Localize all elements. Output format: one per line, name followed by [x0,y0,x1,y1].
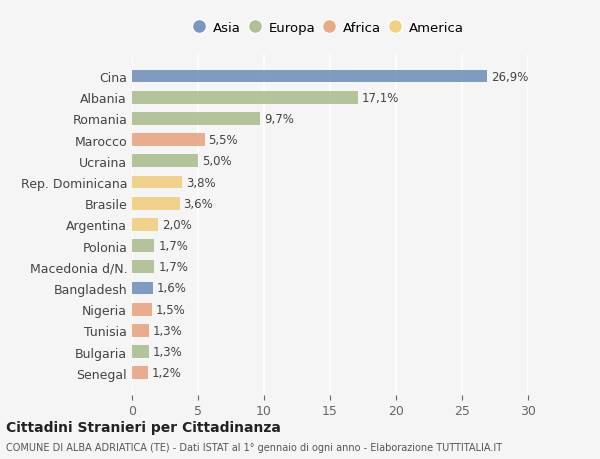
Text: 1,7%: 1,7% [158,261,188,274]
Bar [132,282,153,295]
Text: 1,7%: 1,7% [158,240,188,252]
Bar [132,240,154,252]
Text: 3,8%: 3,8% [186,176,216,189]
Text: 9,7%: 9,7% [264,112,294,126]
Text: 1,3%: 1,3% [153,324,183,337]
Text: 3,6%: 3,6% [184,197,213,210]
Bar [132,346,149,358]
Bar [132,325,149,337]
Bar [132,71,487,83]
Bar [132,261,154,274]
Bar [132,113,260,125]
Bar [132,155,198,168]
Bar [132,303,152,316]
Bar [132,134,205,147]
Text: 1,3%: 1,3% [153,345,183,358]
Text: 17,1%: 17,1% [362,91,399,105]
Text: Cittadini Stranieri per Cittadinanza: Cittadini Stranieri per Cittadinanza [6,420,281,435]
Bar [132,367,148,379]
Text: 1,5%: 1,5% [156,303,185,316]
Bar [132,218,158,231]
Text: 1,2%: 1,2% [152,366,182,380]
Text: 1,6%: 1,6% [157,282,187,295]
Text: 5,0%: 5,0% [202,155,232,168]
Text: COMUNE DI ALBA ADRIATICA (TE) - Dati ISTAT al 1° gennaio di ogni anno - Elaboraz: COMUNE DI ALBA ADRIATICA (TE) - Dati IST… [6,442,502,452]
Bar [132,92,358,104]
Bar [132,176,182,189]
Legend: Asia, Europa, Africa, America: Asia, Europa, Africa, America [192,17,468,39]
Bar [132,197,179,210]
Text: 5,5%: 5,5% [209,134,238,147]
Text: 2,0%: 2,0% [163,218,192,231]
Text: 26,9%: 26,9% [491,70,529,84]
